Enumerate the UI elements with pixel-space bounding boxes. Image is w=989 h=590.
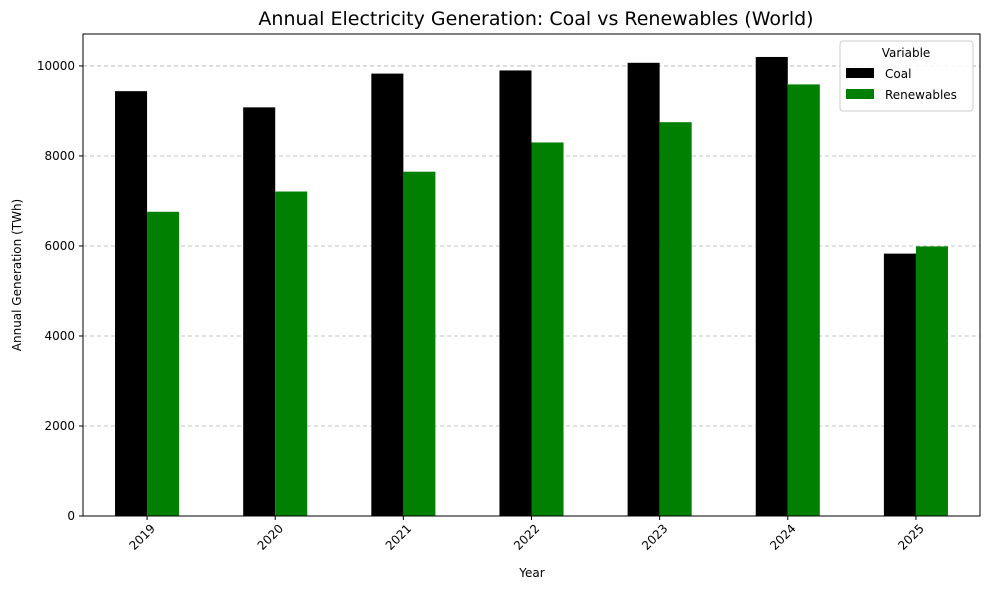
bar-renewables-2022 — [531, 142, 564, 517]
legend-swatch-renewables — [846, 89, 874, 99]
x-tick-label: 2024 — [767, 521, 798, 552]
bar-renewables-2021 — [403, 171, 436, 516]
legend-label-renewables: Renewables — [885, 88, 957, 102]
y-tick-label: 10000 — [37, 59, 75, 73]
legend-title: Variable — [882, 46, 931, 60]
bar-renewables-2023 — [659, 122, 692, 516]
x-tick-label: 2019 — [126, 521, 157, 552]
legend-label-coal: Coal — [885, 67, 911, 81]
x-tick-label: 2025 — [895, 521, 926, 552]
bar-renewables-2025 — [915, 246, 948, 516]
x-tick-label: 2022 — [511, 521, 542, 552]
x-tick-label: 2023 — [639, 521, 670, 552]
legend: Variable Coal Renewables — [839, 40, 974, 112]
x-axis-ticks: 2019 2020 2021 2022 2023 2024 2025 — [126, 516, 927, 553]
legend-swatch-coal — [846, 68, 874, 78]
bar-coal-2021 — [371, 73, 404, 516]
bars — [115, 56, 948, 517]
bar-renewables-2024 — [787, 84, 820, 517]
y-tick-label: 0 — [67, 509, 75, 523]
legend-entries: Coal Renewables — [846, 67, 957, 102]
bar-coal-2019 — [115, 91, 148, 516]
y-tick-label: 6000 — [44, 239, 75, 253]
bar-renewables-2019 — [147, 211, 180, 517]
bar-coal-2022 — [499, 70, 532, 516]
y-tick-label: 4000 — [44, 329, 75, 343]
bar-coal-2025 — [883, 253, 916, 516]
x-axis-label: Year — [518, 566, 544, 580]
y-axis-label: Annual Generation (TWh) — [10, 199, 24, 351]
bar-coal-2023 — [627, 62, 660, 517]
chart-title: Annual Electricity Generation: Coal vs R… — [258, 8, 813, 30]
bar-coal-2024 — [755, 56, 788, 516]
bar-coal-2020 — [243, 107, 276, 517]
y-axis-ticks: 0 2000 4000 6000 8000 10000 — [37, 59, 83, 523]
x-tick-label: 2020 — [255, 521, 286, 552]
y-tick-label: 8000 — [44, 149, 75, 163]
bar-renewables-2020 — [275, 191, 308, 516]
x-tick-label: 2021 — [383, 521, 414, 552]
y-tick-label: 2000 — [44, 419, 75, 433]
